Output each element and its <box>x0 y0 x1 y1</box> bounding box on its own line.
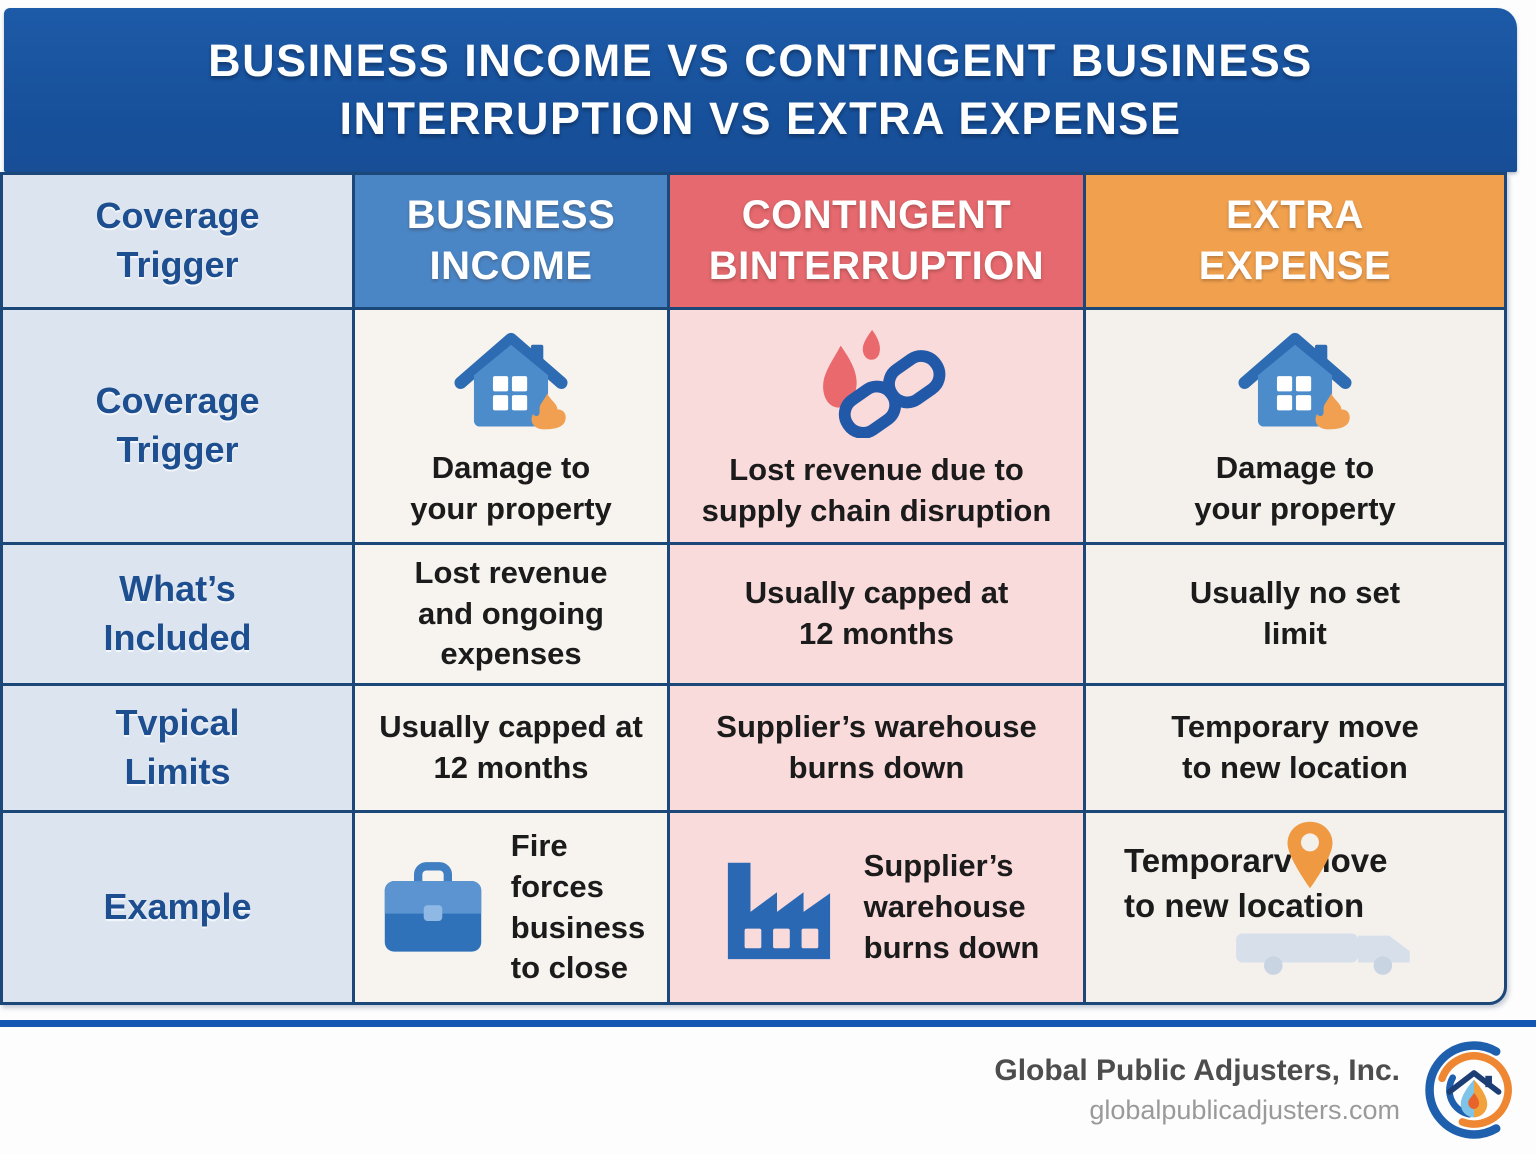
cell-whats-included-business-income: Lost revenue and ongoing expenses <box>355 545 667 683</box>
column-header-label: BUSINESS INCOME <box>406 192 616 288</box>
company-website: globalpublicadjusters.com <box>1089 1095 1400 1125</box>
briefcase-icon <box>384 861 482 952</box>
corner-header-cell: Coverage Trigger <box>3 175 352 307</box>
cell-whats-included-contingent: Usually capped at 12 months <box>670 545 1083 683</box>
cell-whats-included-extra-expense: Usually no set limit <box>1086 545 1504 683</box>
cell-example-extra-expense: Temporarv move to new location <box>1086 813 1504 1002</box>
truck-icon <box>1236 933 1410 975</box>
row-label-example: Example <box>3 813 352 1002</box>
cell-coverage-trigger-extra-expense: Damage to your property <box>1086 310 1504 542</box>
column-header-business-income: BUSINESS INCOME <box>355 175 667 307</box>
house-fire-icon <box>1238 333 1352 430</box>
cell-typical-limits-business-income: Usually capped at 12 months <box>355 686 667 810</box>
page-title: BUSINESS INCOME VS CONTINGENT BUSINESS I… <box>208 34 1313 145</box>
cell-coverage-trigger-business-income: Damage to your property <box>355 310 667 542</box>
broken-chain-fire-icon <box>822 329 945 439</box>
cell-coverage-trigger-contingent: Lost revenue due to supply chain disrupt… <box>670 310 1083 542</box>
footer-divider <box>0 1020 1536 1027</box>
corner-header-label: Coverage Trigger <box>95 195 260 285</box>
company-name: Global Public Adjusters, Inc. <box>994 1054 1400 1087</box>
cell-example-business-income: Fire forces business to close <box>355 813 667 1002</box>
comparison-table: Coverage Trigger BUSINESS INCOME CONTING… <box>0 172 1507 1005</box>
cell-example-contingent: Supplier’s warehouse burns down <box>670 813 1083 1002</box>
footer: Global Public Adjusters, Inc. globalpubl… <box>0 1038 1526 1142</box>
column-header-label: EXTRA EXPENSE <box>1198 192 1392 288</box>
title-banner: BUSINESS INCOME VS CONTINGENT BUSINESS I… <box>4 8 1517 172</box>
column-header-label: CONTINGENT BINTERRUPTION <box>708 192 1045 288</box>
column-header-extra-expense: EXTRA EXPENSE <box>1086 175 1504 307</box>
location-pin-icon <box>1287 821 1333 889</box>
row-label-whats-included: What’s Included <box>3 545 352 683</box>
column-header-contingent-binterruption: CONTINGENT BINTERRUPTION <box>670 175 1083 307</box>
cell-typical-limits-extra-expense: Temporary move to new location <box>1086 686 1504 810</box>
factory-icon <box>727 862 830 960</box>
row-label-typical-limits: Tvpical Limits <box>3 686 352 810</box>
house-fire-icon <box>454 333 568 430</box>
cell-typical-limits-contingent: Supplier’s warehouse burns down <box>670 686 1083 810</box>
row-label-coverage-trigger: Coverage Trigger <box>3 310 352 542</box>
company-logo-icon <box>1425 1041 1512 1139</box>
footer-text: Global Public Adjusters, Inc. globalpubl… <box>994 1054 1400 1126</box>
